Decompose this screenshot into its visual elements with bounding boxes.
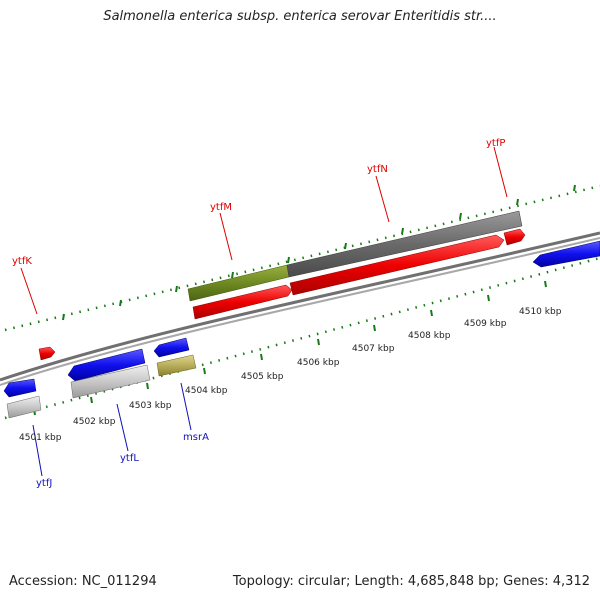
gene-label-ytfM[interactable]: ytfM (210, 202, 232, 213)
tick-label-4502: 4502 kbp (73, 417, 116, 427)
tick-label-4508: 4508 kbp (408, 331, 451, 341)
gene-label-ytfK[interactable]: ytfK (12, 256, 32, 267)
gene-label-ytfN[interactable]: ytfN (367, 164, 388, 175)
gene-ytfL-segment[interactable] (70, 364, 151, 399)
gene-msrA-arrow[interactable] (153, 337, 190, 358)
gene-msrA-segment[interactable] (156, 354, 197, 377)
gene-right-blue-arrow[interactable] (532, 240, 600, 268)
genome-backbone-inner (0, 237, 600, 386)
genome-stats-text: Topology: circular; Length: 4,685,848 bp… (232, 574, 590, 589)
gene-label-ytfL[interactable]: ytfL (120, 453, 139, 464)
genome-backbone-outer (0, 231, 600, 382)
tick-label-4509: 4509 kbp (464, 319, 507, 329)
map-title: Salmonella enterica subsp. enterica sero… (103, 9, 497, 24)
tick-label-4501: 4501 kbp (19, 433, 62, 443)
gene-ytfN-segment-gray[interactable] (286, 210, 523, 278)
gene-label-leaders (20, 146, 508, 477)
tick-label-4503: 4503 kbp (129, 401, 172, 411)
gene-label-ytfJ[interactable]: ytfJ (36, 478, 52, 489)
tick-label-4505: 4505 kbp (241, 372, 284, 382)
gene-ytfP-arrow[interactable] (503, 228, 526, 246)
gene-ytfM-arrow[interactable] (192, 284, 293, 320)
tick-label-4510: 4510 kbp (519, 307, 562, 317)
gene-label-ytfP[interactable]: ytfP (486, 138, 505, 149)
tick-label-4506: 4506 kbp (297, 358, 340, 368)
gene-ytfL-arrow[interactable] (67, 348, 146, 382)
gene-ytfK-arrow[interactable] (38, 346, 56, 361)
accession-text: Accession: NC_011294 (9, 574, 157, 589)
outer-major-ticks (62, 184, 576, 321)
gene-label-msrA[interactable]: msrA (183, 432, 209, 443)
inner-tick-track (4, 256, 600, 420)
gene-ytfN-arrow[interactable] (289, 234, 505, 296)
tick-label-4504: 4504 kbp (185, 386, 228, 396)
gene-ytfJ-arrow[interactable] (3, 378, 37, 398)
tick-label-4507: 4507 kbp (352, 344, 395, 354)
inner-major-ticks (33, 280, 547, 416)
outer-tick-track (4, 184, 600, 332)
gene-ytfJ-segment[interactable] (6, 395, 42, 419)
